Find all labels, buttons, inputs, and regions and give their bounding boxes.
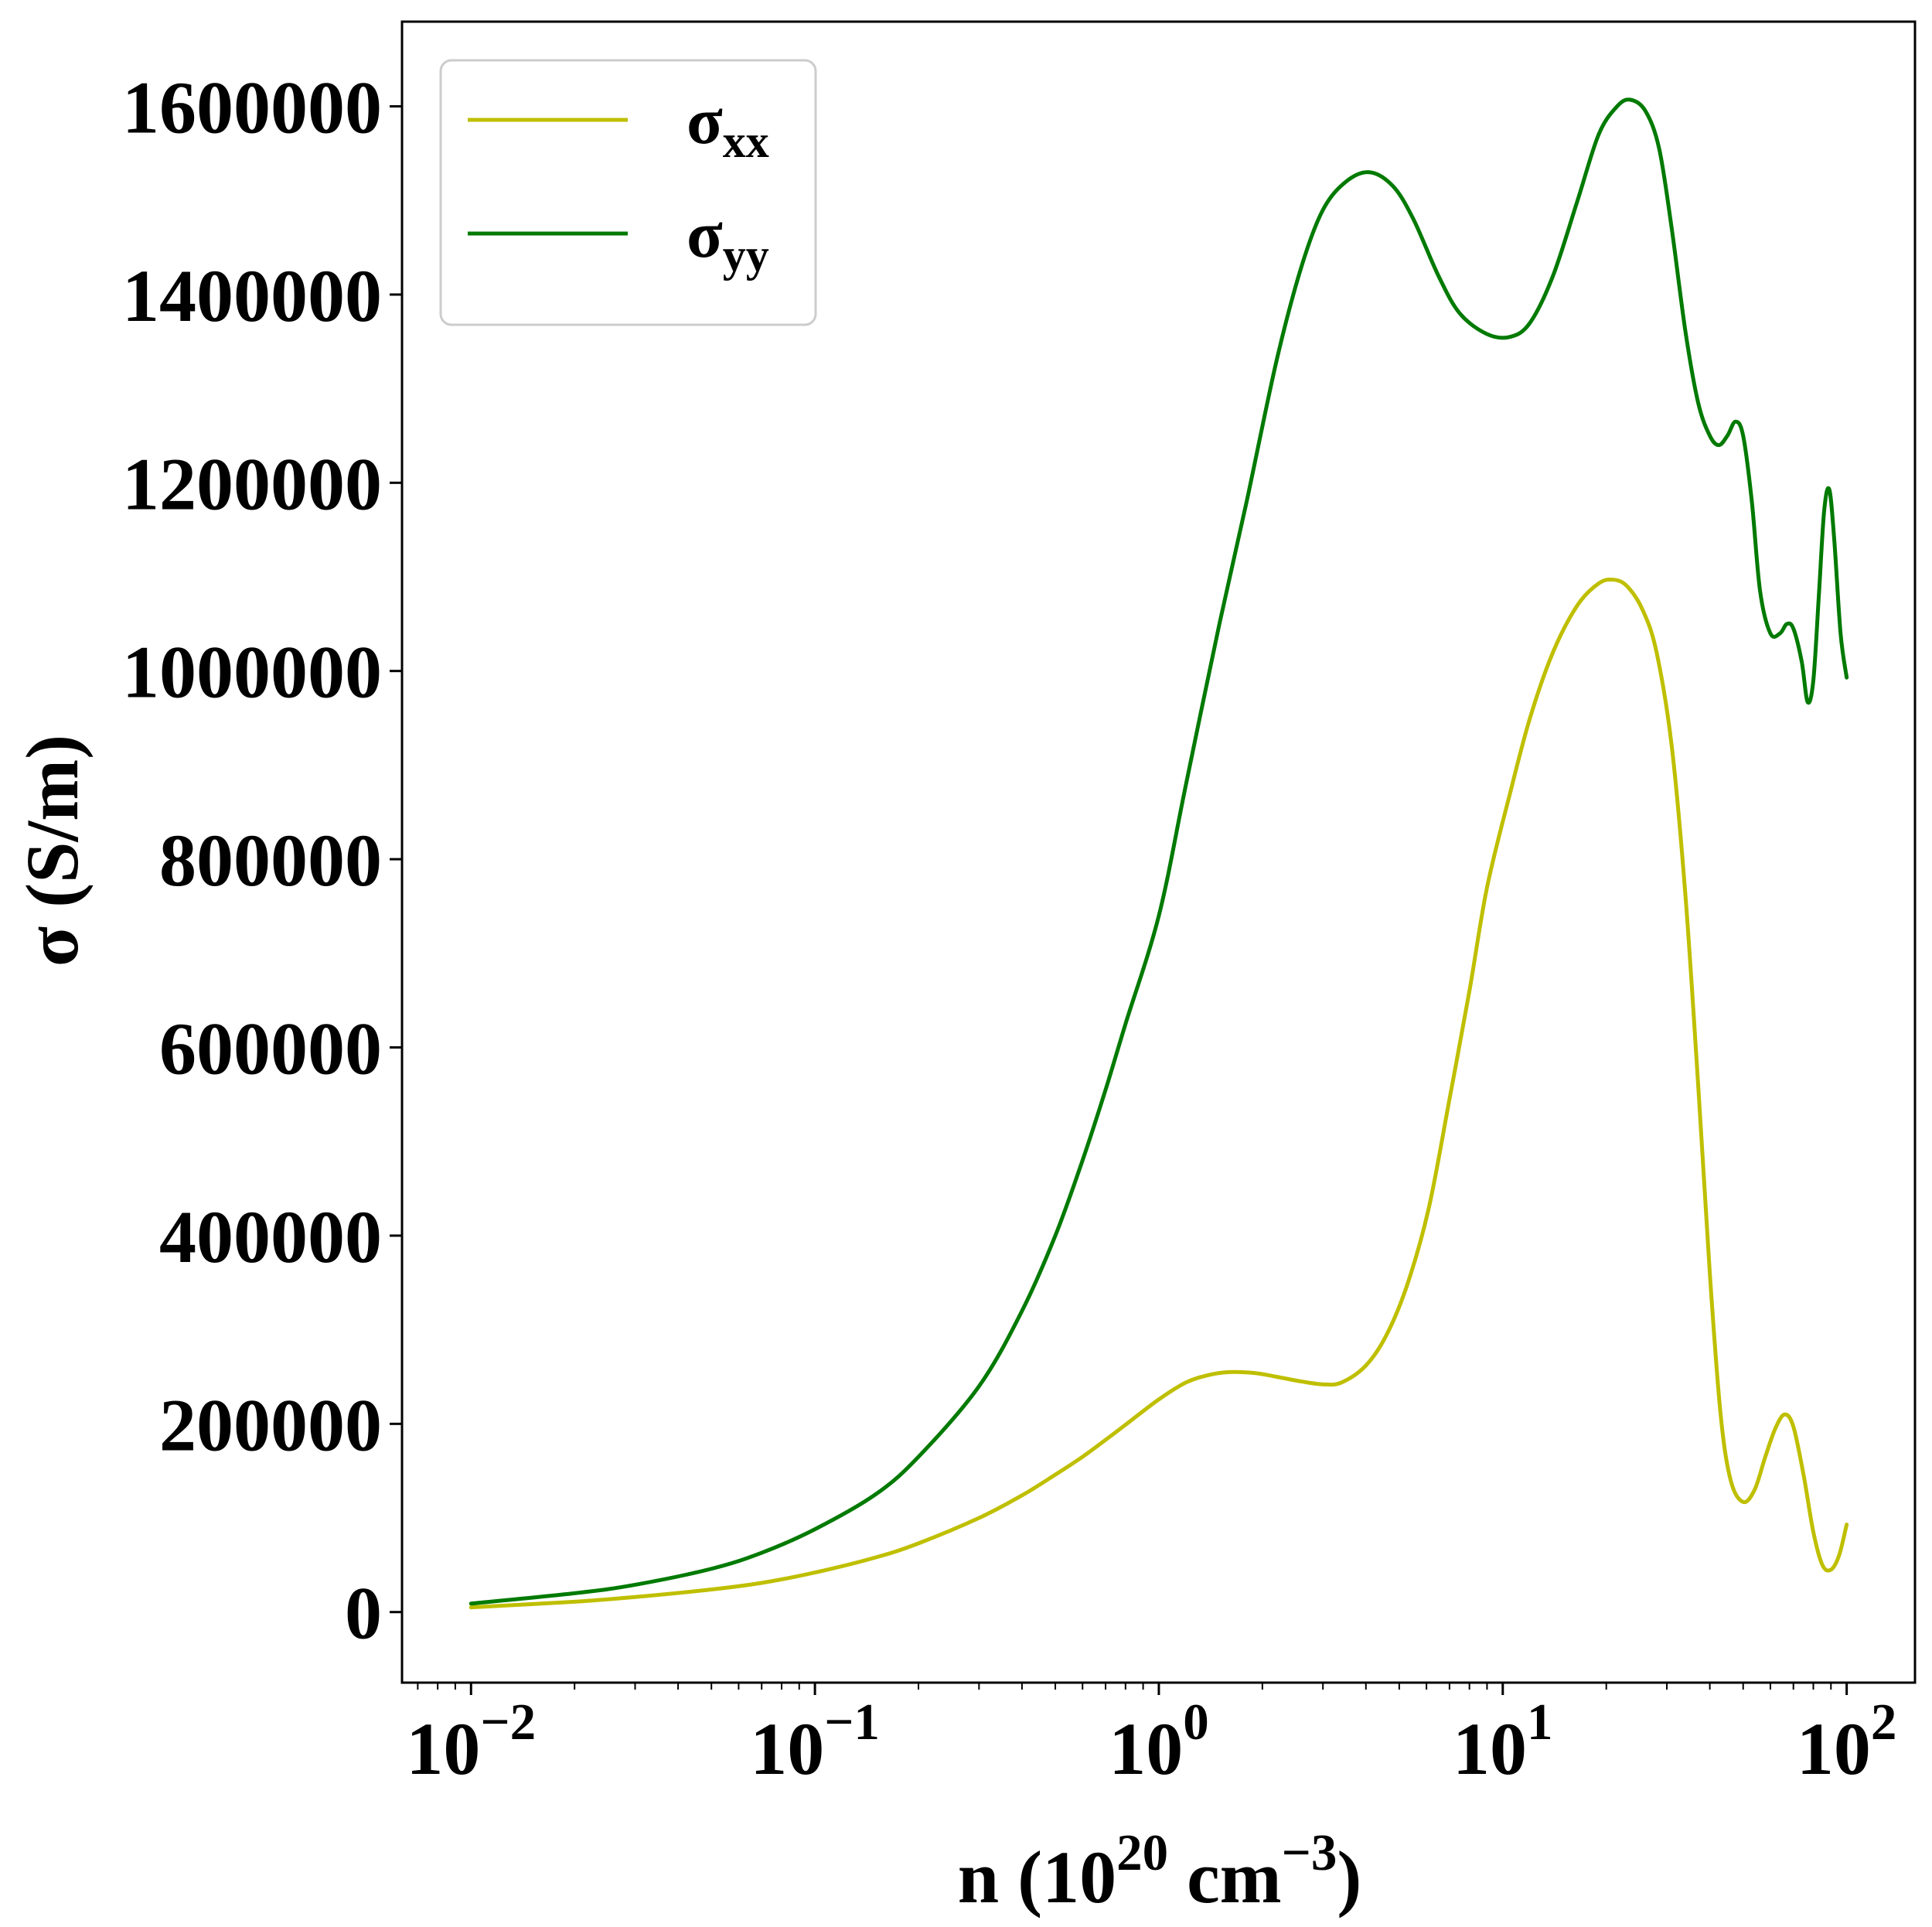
plot-area: 10−2 10−1 100 101 102 0200000400000600000800… <box>122 20 1917 1790</box>
y-axis-ticks: 0 200000 400000 600000 800000 1000000 1200000 1… <box>122 67 402 1655</box>
x-tick-label: 101 <box>1453 1693 1553 1790</box>
x-tick-label: 10−1 <box>750 1693 880 1790</box>
x-tick-label-base: 10 <box>750 1707 824 1790</box>
y-tick-label: 1600000 <box>122 67 382 149</box>
x-tick-label-exponent: 2 <box>1871 1693 1897 1751</box>
x-tick-label-exponent: 0 <box>1183 1693 1209 1751</box>
x-axis-label-exponent: 20 <box>1116 1824 1168 1881</box>
series-layer <box>469 97 1849 1610</box>
y-tick-label: 0 <box>345 1572 382 1655</box>
legend-label-sigma-yy-sub: yy <box>723 230 769 281</box>
x-tick-label-base: 10 <box>406 1707 480 1790</box>
legend-label-sigma-yy-base: σ <box>687 197 723 271</box>
x-axis-label-unit-exponent: −3 <box>1282 1824 1337 1881</box>
legend-label-sigma-xx-sub: xx <box>723 116 769 167</box>
legend-label-sigma-xx-base: σ <box>687 84 723 158</box>
x-axis-label-close: ) <box>1337 1836 1361 1918</box>
x-tick-label-exponent: −2 <box>480 1693 536 1751</box>
legend: σxx σyy <box>439 59 817 326</box>
legend-box <box>439 59 817 326</box>
y-tick-label: 400000 <box>159 1195 382 1278</box>
x-axis-label-main: n (10 <box>958 1836 1116 1918</box>
legend-label-sigma-xx: σxx <box>687 84 769 167</box>
y-tick-label: 200000 <box>159 1383 382 1466</box>
x-tick-label-base: 10 <box>1797 1707 1871 1790</box>
y-tick-label: 600000 <box>159 1008 382 1090</box>
series-line-xx <box>469 577 1849 1610</box>
x-tick-label-exponent: −1 <box>824 1693 880 1751</box>
y-tick-label: 800000 <box>159 819 382 902</box>
x-tick-label: 10−2 <box>406 1693 536 1790</box>
x-tick-label-base: 10 <box>1453 1707 1527 1790</box>
x-tick-label-exponent: 1 <box>1527 1693 1553 1751</box>
y-tick-label: 1400000 <box>122 254 382 337</box>
x-tick-label: 102 <box>1797 1693 1897 1790</box>
y-axis-label: σ (S/m) <box>11 735 94 967</box>
x-tick-label: 100 <box>1109 1693 1209 1790</box>
y-tick-label: 1000000 <box>122 631 382 714</box>
legend-label-sigma-yy: σyy <box>687 197 769 281</box>
x-axis-label: n (1020 cm−3) <box>958 1824 1362 1918</box>
x-tick-label-base: 10 <box>1109 1707 1183 1790</box>
x-axis-label-unit: cm <box>1168 1836 1282 1918</box>
y-tick-label: 1200000 <box>122 442 382 525</box>
x-axis-ticks: 10−2 10−1 100 101 102 <box>406 1683 1896 1790</box>
series-line-yy <box>469 97 1849 1606</box>
